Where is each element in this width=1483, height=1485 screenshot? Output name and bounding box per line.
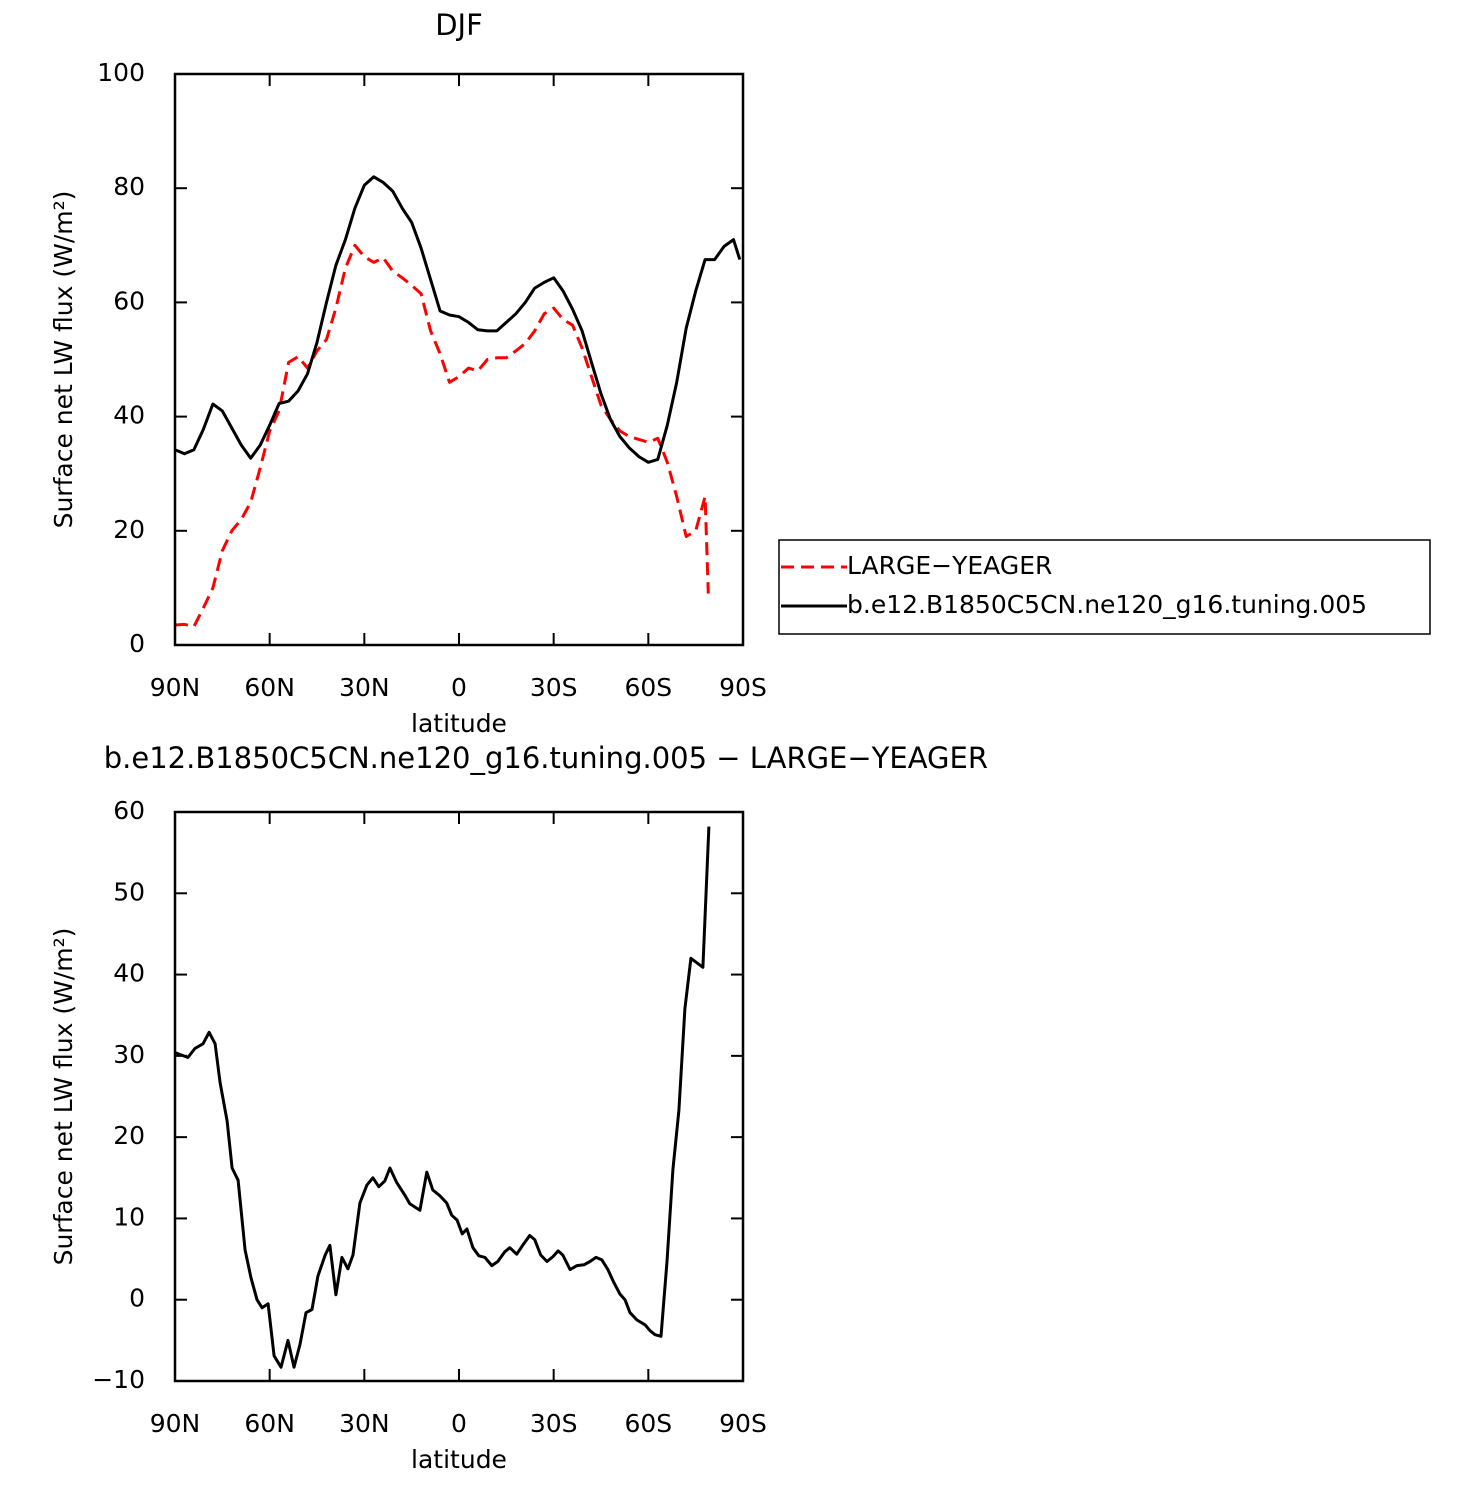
x-axis-label: latitude — [411, 1445, 507, 1474]
x-tick-label: 0 — [451, 673, 467, 702]
x-tick-label: 30S — [530, 673, 578, 702]
y-tick-label: 60 — [113, 286, 145, 315]
y-tick-label: 50 — [113, 877, 145, 906]
x-tick-label: 30N — [339, 673, 390, 702]
y-tick-label: −10 — [92, 1365, 145, 1394]
x-tick-label: 90S — [719, 1409, 767, 1438]
y-axis-label: Surface net LW flux (W/m²) — [49, 191, 78, 529]
y-tick-label: 40 — [113, 401, 145, 430]
y-tick-label: 30 — [113, 1040, 145, 1069]
y-tick-label: 80 — [113, 172, 145, 201]
legend-label: LARGE−YEAGER — [847, 551, 1052, 580]
series-line — [174, 175, 742, 464]
legend-label: b.e12.B1850C5CN.ne120_g16.tuning.005 — [847, 590, 1367, 619]
x-tick-label: 90S — [719, 673, 767, 702]
y-tick-label: 10 — [113, 1202, 145, 1231]
chart-title: b.e12.B1850C5CN.ne120_g16.tuning.005 − L… — [104, 741, 988, 775]
x-tick-label: 0 — [451, 1409, 467, 1438]
y-tick-label: 100 — [97, 58, 145, 87]
plot-frame — [173, 810, 745, 1383]
x-tick-label: 60S — [624, 673, 672, 702]
x-tick-label: 30S — [530, 1409, 578, 1438]
x-tick-label: 60N — [244, 673, 295, 702]
series-line — [174, 826, 711, 1369]
y-tick-label: 0 — [129, 629, 145, 658]
legend-box — [778, 539, 1431, 635]
y-tick-label: 20 — [113, 515, 145, 544]
x-tick-label: 30N — [339, 1409, 390, 1438]
x-axis-label: latitude — [411, 709, 507, 738]
y-tick-label: 40 — [113, 959, 145, 988]
y-tick-label: 60 — [113, 796, 145, 825]
x-tick-label: 60N — [244, 1409, 295, 1438]
y-tick-label: 20 — [113, 1121, 145, 1150]
y-axis-label: Surface net LW flux (W/m²) — [49, 928, 78, 1266]
x-tick-label: 90N — [150, 1409, 201, 1438]
chart-title: DJF — [435, 8, 483, 42]
plot-frame — [173, 72, 745, 647]
y-tick-label: 0 — [129, 1284, 145, 1313]
x-tick-label: 90N — [150, 673, 201, 702]
series-line — [174, 243, 710, 629]
x-tick-label: 60S — [624, 1409, 672, 1438]
